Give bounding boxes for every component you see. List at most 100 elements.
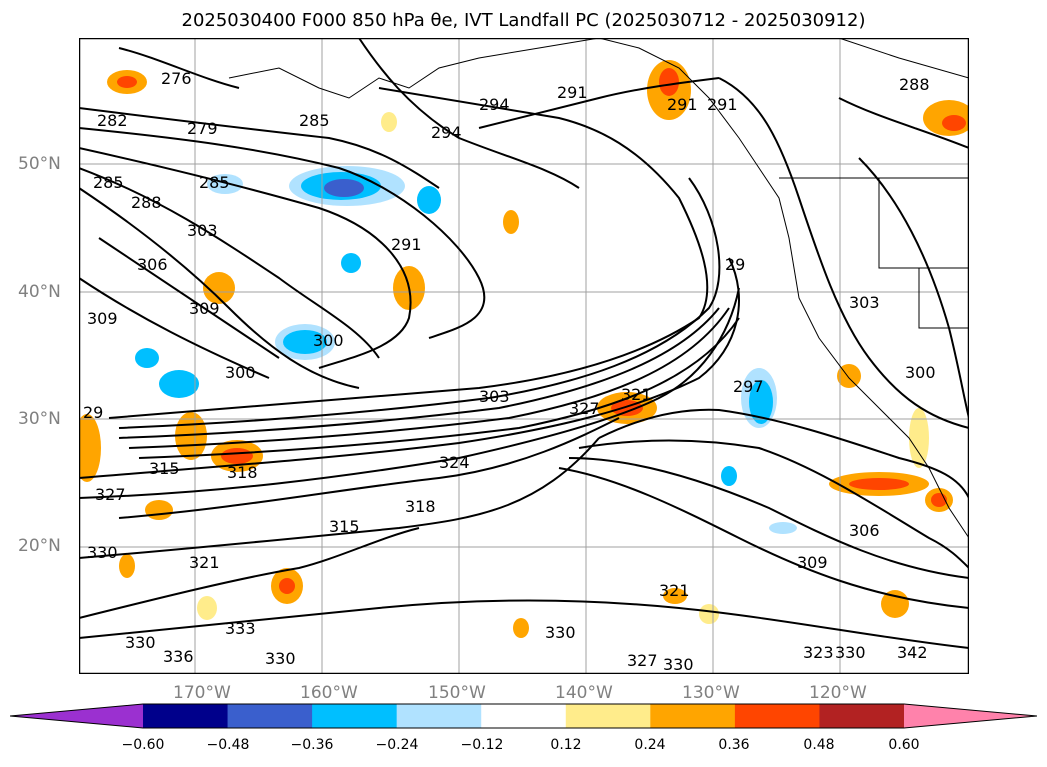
- contour-label: 297: [733, 377, 764, 396]
- contour-label: 285: [199, 173, 230, 192]
- grid-lines: [79, 38, 969, 674]
- shade-positive: [197, 596, 217, 620]
- shade-positive: [942, 115, 966, 131]
- colorbar-outline: [10, 703, 1037, 729]
- shade-negative: [769, 522, 797, 534]
- shade-positive: [203, 272, 235, 304]
- colorbar: [10, 703, 1037, 729]
- colorbar-segment: [481, 704, 567, 728]
- contour-label: 327: [627, 651, 658, 670]
- shade-negative: [283, 330, 327, 354]
- contour-label: 285: [93, 173, 124, 192]
- contour-label: 318: [405, 497, 436, 516]
- contour-label: 300: [313, 331, 344, 350]
- shade-positive: [849, 478, 909, 490]
- map-frame-border: [79, 38, 969, 674]
- shade-negative: [417, 186, 441, 214]
- contour-label: 279: [187, 119, 218, 138]
- lat-label-20n: 20°N: [18, 536, 61, 556]
- contour-label: 303: [187, 221, 218, 240]
- contour-label: 276: [161, 69, 192, 88]
- contour-label: 291: [391, 235, 422, 254]
- colorbar-label: −0.48: [206, 737, 250, 753]
- contour-label: 321: [659, 581, 690, 600]
- theta-e-contours: [79, 38, 969, 649]
- shading-layer: [79, 60, 969, 638]
- contour-label: 285: [299, 111, 330, 130]
- contour-label: 306: [137, 255, 168, 274]
- shade-negative: [207, 174, 243, 194]
- contour-label: 330: [663, 655, 694, 674]
- contour-label: 288: [899, 75, 930, 94]
- colorbar-segment: [734, 704, 820, 728]
- contour-label: 321: [189, 553, 220, 572]
- shade-positive: [119, 554, 135, 578]
- lon-label-140w: 140°W: [555, 683, 613, 703]
- contour-label: 318: [227, 463, 258, 482]
- contour-label: 330: [87, 543, 118, 562]
- shade-positive: [279, 578, 295, 594]
- contour-label: 324: [439, 453, 470, 472]
- shade-positive: [503, 210, 519, 234]
- shade-negative: [159, 370, 199, 398]
- lon-label-160w: 160°W: [300, 683, 358, 703]
- contour-label: 327: [569, 399, 600, 418]
- lon-label-150w: 150°W: [428, 683, 486, 703]
- colorbar-segments: [143, 704, 905, 728]
- colorbar-segment: [650, 704, 736, 728]
- colorbar-label: −0.12: [460, 737, 504, 753]
- contour-label: 294: [431, 123, 462, 142]
- colorbar-label: −0.24: [375, 737, 419, 753]
- contour-label: 323: [803, 643, 834, 662]
- lon-label-130w: 130°W: [682, 683, 740, 703]
- colorbar-segment: [227, 704, 313, 728]
- contour-label: 321: [621, 385, 652, 404]
- lon-label-170w: 170°W: [173, 683, 231, 703]
- contour-label: 327: [95, 485, 126, 504]
- contour-label: 300: [905, 363, 936, 382]
- colorbar-segment: [565, 704, 651, 728]
- colorbar-segment: [396, 704, 482, 728]
- colorbar-segment: [312, 704, 398, 728]
- colorbar-segment: [143, 704, 229, 728]
- colorbar-label: 0.60: [888, 737, 920, 753]
- lat-label-50n: 50°N: [18, 154, 61, 174]
- contour-label: 303: [479, 387, 510, 406]
- coastlines: [228, 38, 969, 539]
- contour-label: 291: [557, 83, 588, 102]
- shade-negative: [324, 179, 364, 197]
- contour-label: 303: [849, 293, 880, 312]
- contour-label: 29: [83, 403, 103, 422]
- contour-label: 315: [329, 517, 360, 536]
- contour-label: 330: [125, 633, 156, 652]
- map-panel: 276 282 279 285 288 285 294 291 294 291 …: [79, 38, 969, 674]
- contour-label: 315: [149, 459, 180, 478]
- contour-label: 282: [97, 111, 128, 130]
- shade-negative: [341, 253, 361, 273]
- contour-label: 29: [725, 255, 745, 274]
- contour-label: 309: [189, 299, 220, 318]
- shade-positive: [663, 588, 687, 604]
- colorbar-label: −0.36: [290, 737, 334, 753]
- colorbar-label: 0.24: [634, 737, 666, 753]
- contour-label: 342: [897, 643, 928, 662]
- contour-label: 288: [131, 193, 162, 212]
- contour-label: 330: [835, 643, 866, 662]
- shade-positive: [221, 448, 253, 464]
- colorbar-segment: [819, 704, 905, 728]
- contour-label: 336: [163, 647, 194, 666]
- colorbar-label: 0.36: [718, 737, 750, 753]
- shade-negative: [749, 380, 773, 424]
- shade-positive: [79, 414, 101, 482]
- contour-label: 291: [667, 95, 698, 114]
- shade-positive: [513, 618, 529, 638]
- colorbar-extend-right: [904, 704, 1037, 728]
- contour-label: 330: [545, 623, 576, 642]
- contour-label: 309: [797, 553, 828, 572]
- colorbar-label: 0.48: [803, 737, 835, 753]
- contour-label: 300: [225, 363, 256, 382]
- lat-label-30n: 30°N: [18, 409, 61, 429]
- contour-label: 309: [87, 309, 118, 328]
- shade-positive: [699, 604, 719, 624]
- lat-label-40n: 40°N: [18, 282, 61, 302]
